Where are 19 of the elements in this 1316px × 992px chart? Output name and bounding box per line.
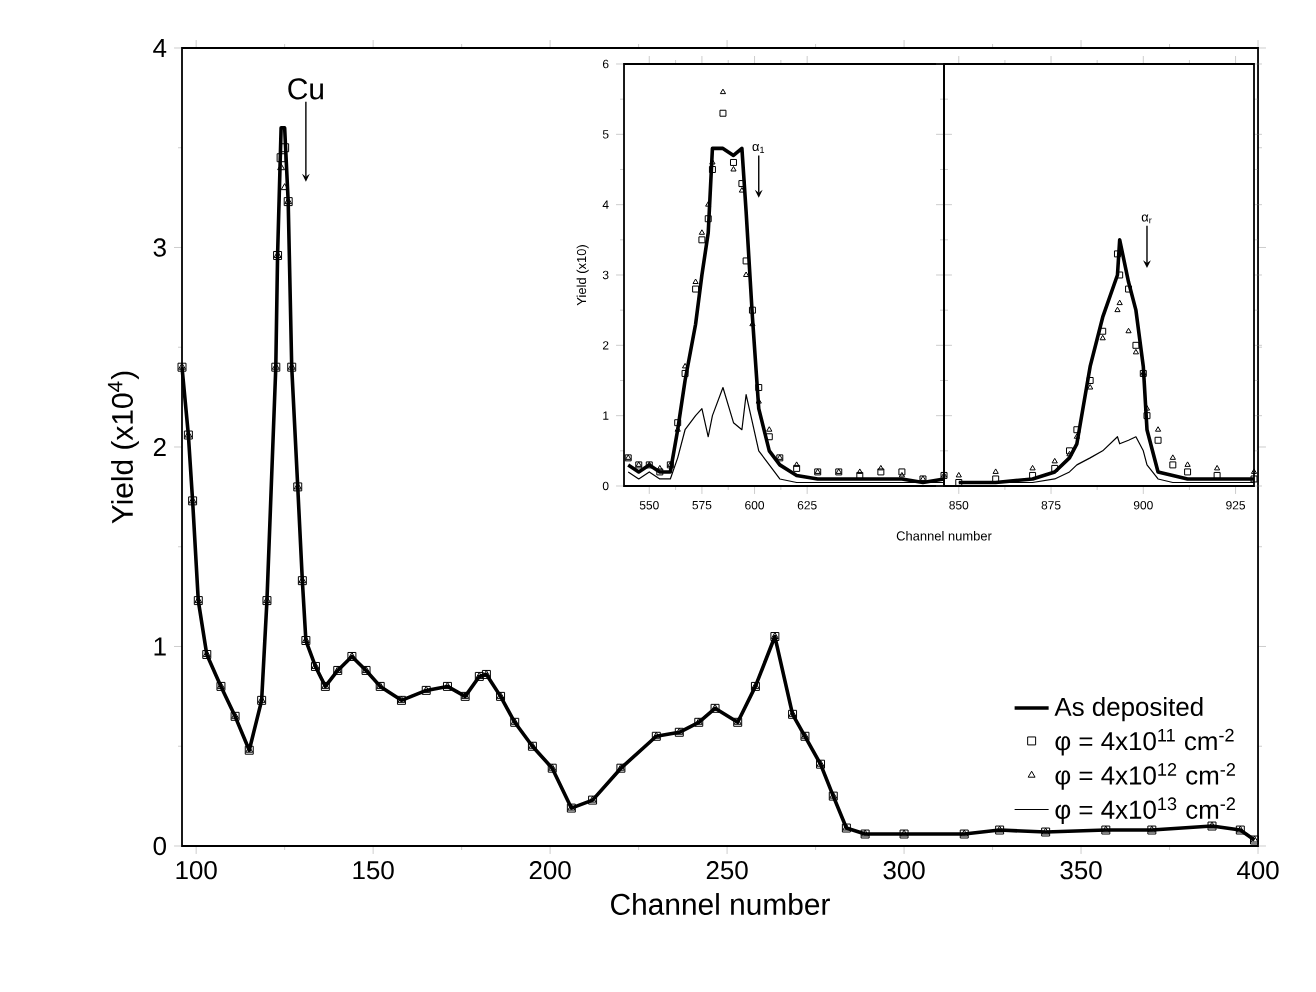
x-tick-label: 150 <box>353 861 394 880</box>
y-tick-label: 0 <box>153 836 166 856</box>
legend-label: φ = 4x10$^{12}$ cm$^{-2}$ <box>1055 763 1235 790</box>
x-tick-label: 350 <box>1060 861 1102 880</box>
y-axis-title: Yield (x10$^{4}$) <box>107 371 139 524</box>
x-tick-label: 200 <box>529 861 571 880</box>
legend-label: As deposited <box>1054 697 1203 722</box>
x-tick-label: 250 <box>706 861 748 880</box>
annotation: Cu <box>288 78 323 100</box>
y-tick-label: 4 <box>153 39 167 57</box>
y-tick-label: 2 <box>153 437 166 457</box>
x-axis-title: Channel number <box>611 893 830 915</box>
x-tick-label: 100 <box>176 861 217 880</box>
legend-label: φ = 4x10$^{13}$ cm$^{-2}$ <box>1055 797 1235 825</box>
x-tick-label: 400 <box>1237 861 1279 880</box>
legend-label: φ = 4x10$^{11}$ cm$^{-2}$ <box>1055 728 1234 756</box>
y-tick-label: 3 <box>153 238 166 257</box>
y-tick-label: 1 <box>154 637 166 656</box>
x-tick-label: 300 <box>883 861 925 880</box>
